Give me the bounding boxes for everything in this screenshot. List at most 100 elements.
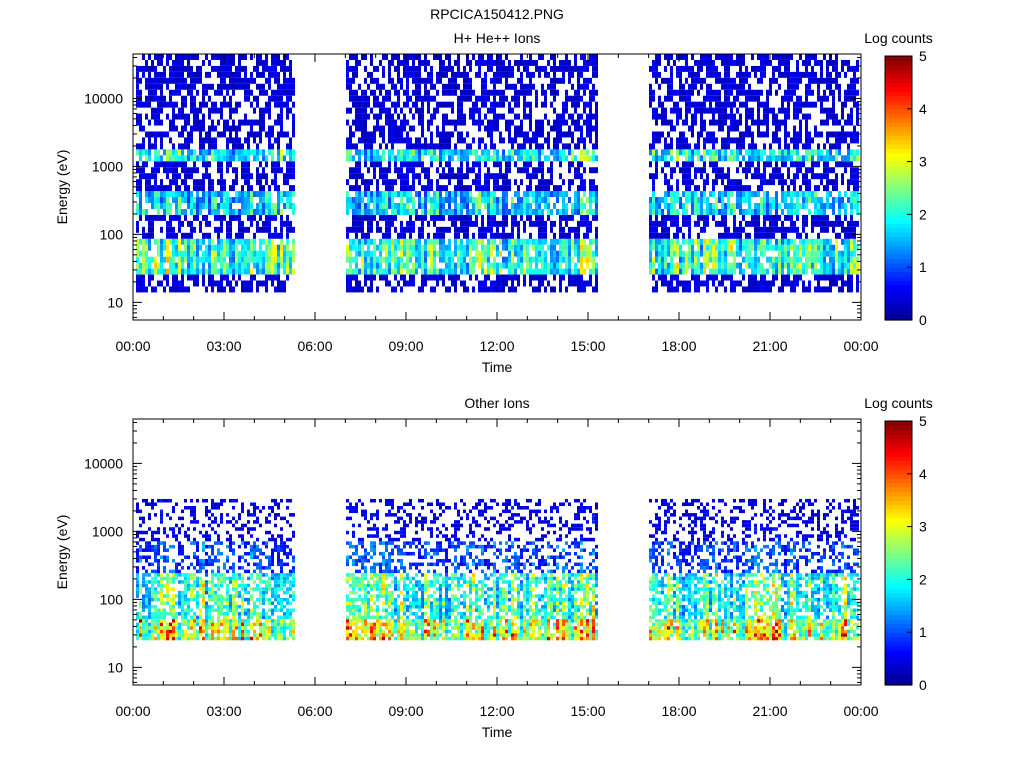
spectrogram-cell: [541, 149, 544, 156]
spectrogram-cell: [163, 286, 166, 293]
spectrogram-cell: [424, 167, 427, 174]
spectrogram-cell: [730, 274, 733, 281]
spectrogram-cell: [769, 256, 772, 263]
spectrogram-cell: [541, 65, 544, 72]
spectrogram-cell: [214, 280, 217, 287]
spectrogram-cell: [160, 89, 163, 96]
spectrogram-cell: [193, 125, 196, 132]
spectrogram-cell: [472, 149, 475, 156]
spectrogram-cell: [445, 89, 448, 96]
spectrogram-cell: [157, 107, 160, 114]
spectrogram-cell: [415, 65, 418, 72]
spectrogram-cell: [220, 131, 223, 138]
spectrogram-cell: [520, 244, 523, 251]
spectrogram-cell: [568, 250, 571, 257]
spectrogram-cell: [523, 208, 526, 215]
spectrogram-cell: [208, 185, 211, 192]
spectrogram-cell: [466, 226, 469, 233]
spectrogram-cell: [475, 220, 478, 227]
spectrogram-cell: [169, 95, 172, 102]
spectrogram-cell: [451, 191, 454, 198]
spectrogram-cell: [238, 137, 241, 144]
spectrogram-cell: [649, 268, 652, 275]
spectrogram-cell: [502, 280, 505, 287]
spectrogram-cell: [679, 54, 682, 60]
spectrogram-cell: [184, 286, 187, 293]
spectrogram-cell: [787, 203, 790, 209]
spectrogram-cell: [436, 268, 439, 275]
spectrogram-cell: [505, 220, 508, 227]
spectrogram-cell: [700, 167, 703, 174]
spectrogram-cell: [709, 89, 712, 96]
spectrogram-cell: [178, 185, 181, 192]
spectrogram-cell: [439, 143, 442, 150]
spectrogram-cell: [727, 244, 730, 251]
spectrogram-cell: [175, 268, 178, 275]
spectrogram-cell: [505, 232, 508, 239]
spectrogram-cell: [559, 262, 562, 269]
spectrogram-cell: [421, 214, 424, 221]
spectrogram-cell: [421, 197, 424, 204]
spectrogram-cell: [178, 262, 181, 269]
spectrogram-cell: [199, 256, 202, 263]
spectrogram-cell: [412, 149, 415, 156]
spectrogram-cell: [274, 71, 277, 78]
spectrogram-cell: [388, 131, 391, 138]
spectrogram-cell: [541, 220, 544, 227]
spectrogram-cell: [490, 107, 493, 114]
spectrogram-cell: [280, 65, 283, 72]
spectrogram-cell: [508, 83, 511, 90]
spectrogram-cell: [538, 167, 541, 174]
spectrogram-cell: [589, 113, 592, 120]
spectrogram-cell: [136, 256, 139, 263]
spectrogram-cell: [409, 191, 412, 198]
spectrogram-cell: [523, 256, 526, 263]
spectrogram-cell: [148, 83, 151, 90]
spectrogram-cell: [286, 149, 289, 156]
spectrogram-cell: [547, 155, 550, 162]
spectrogram-cell: [739, 71, 742, 78]
spectrogram-cell: [775, 220, 778, 227]
spectrogram-cell: [226, 250, 229, 257]
spectrogram-cell: [400, 262, 403, 269]
spectrogram-cell: [202, 185, 205, 192]
spectrogram-cell: [547, 71, 550, 78]
spectrogram-cell: [589, 89, 592, 96]
spectrogram-cell: [541, 262, 544, 269]
spectrogram-cell: [160, 197, 163, 204]
spectrogram-cell: [154, 155, 157, 162]
spectrogram-cell: [358, 280, 361, 287]
spectrogram-cell: [451, 149, 454, 156]
spectrogram-cell: [583, 143, 586, 150]
spectrogram-cell: [775, 167, 778, 174]
spectrogram-cell: [235, 208, 238, 215]
spectrogram-cell: [454, 119, 457, 126]
spectrogram-cell: [724, 95, 727, 102]
spectrogram-cell: [373, 95, 376, 102]
spectrogram-cell: [730, 125, 733, 132]
spectrogram-cell: [217, 244, 220, 251]
spectrogram-cell: [382, 238, 385, 245]
spectrogram-cell: [385, 232, 388, 239]
spectrogram-cell: [694, 262, 697, 269]
spectrogram-cell: [385, 95, 388, 102]
spectrogram-cell: [370, 77, 373, 84]
spectrogram-cell: [406, 143, 409, 150]
spectrogram-cell: [256, 250, 259, 257]
spectrogram-cell: [394, 203, 397, 209]
spectrogram-cell: [397, 54, 400, 60]
spectrogram-cell: [463, 244, 466, 251]
spectrogram-cell: [724, 256, 727, 263]
spectrogram-cell: [517, 59, 520, 66]
spectrogram-cell: [703, 101, 706, 108]
spectrogram-cell: [178, 107, 181, 114]
spectrogram-cell: [352, 173, 355, 180]
spectrogram-cell: [373, 149, 376, 156]
spectrogram-cell: [592, 65, 595, 72]
spectrogram-cell: [562, 149, 565, 156]
spectrogram-cell: [214, 226, 217, 233]
spectrogram-cell: [400, 59, 403, 66]
spectrogram-cell: [157, 185, 160, 192]
spectrogram-cell: [205, 71, 208, 78]
spectrogram-cell: [652, 262, 655, 269]
